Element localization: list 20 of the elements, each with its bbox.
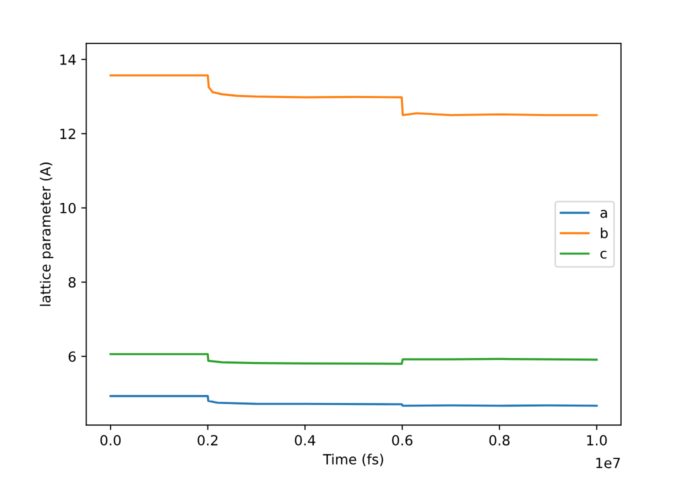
x-tick-label: 0.6 bbox=[392, 435, 412, 446]
text: 1e7 bbox=[596, 458, 620, 468]
x-tick-label: 0.2 bbox=[198, 435, 218, 446]
y-tick-label: 8 bbox=[68, 277, 76, 288]
x-tick-label: 0.8 bbox=[489, 435, 510, 446]
x-tick-label: 1.0 bbox=[587, 435, 607, 446]
line-series bbox=[110, 74, 598, 116]
x-tick-label: 0.0 bbox=[100, 435, 121, 446]
y-tick-label: 12 bbox=[60, 128, 76, 139]
x-axis-title: Time (fs) bbox=[322, 454, 384, 466]
legend-label: b bbox=[600, 228, 608, 238]
legend-label: c bbox=[600, 250, 606, 259]
y-axis-title: lattice parameter (A) bbox=[40, 162, 54, 306]
y-tick-label: 10 bbox=[60, 202, 76, 214]
legend-label: a bbox=[600, 210, 607, 218]
y-tick-label: 6 bbox=[68, 351, 76, 362]
y-tick-label: 14 bbox=[60, 54, 76, 65]
line-series bbox=[110, 353, 598, 365]
line-series bbox=[110, 395, 598, 407]
x-tick-label: 0.4 bbox=[294, 435, 316, 446]
